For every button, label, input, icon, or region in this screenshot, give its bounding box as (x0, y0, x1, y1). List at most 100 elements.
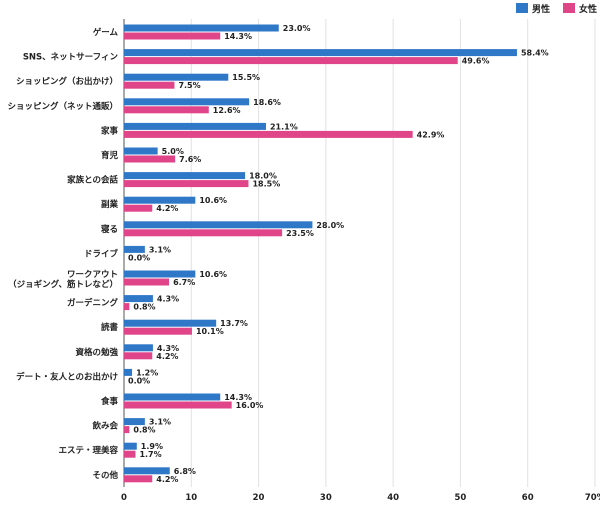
data-label: 4.3% (157, 295, 179, 304)
bar-female (124, 106, 209, 114)
labels: 0 10 20 30 40 50 60 70% ゲーム 23.0% 14.3% SNS、ネットサーフィ… (7, 24, 600, 503)
category-label: 読書 (101, 322, 119, 333)
data-label: 18.6% (253, 98, 281, 107)
x-tick-label: 50 (455, 493, 467, 503)
data-label: 5.0% (162, 147, 184, 156)
bar-female (124, 229, 283, 237)
data-label: 23.0% (283, 24, 311, 33)
data-label: 49.6% (462, 57, 490, 66)
bar-male (124, 221, 313, 229)
bar-female (124, 81, 175, 89)
x-tick-label: 30 (320, 493, 332, 503)
data-label: 0.8% (133, 303, 155, 312)
category-label: ショッピング（ネット通販） (7, 101, 118, 112)
bar-male (124, 245, 145, 253)
category-label: その他 (92, 470, 118, 481)
bar-female (124, 303, 130, 311)
category-label: ドライブ (84, 248, 119, 259)
data-label: 1.9% (141, 442, 163, 451)
bar-male (124, 467, 170, 475)
bar-female (124, 401, 232, 409)
category-label: 育児 (101, 150, 119, 161)
category-label: ゲーム (93, 27, 119, 38)
category-sublabel: （ジョギング、筋トレなど） (8, 279, 118, 290)
category-label: 家族との会話 (67, 175, 118, 186)
data-label: 4.2% (156, 204, 178, 213)
category-label: SNS、ネットサーフィン (23, 52, 119, 63)
data-label: 0.0% (128, 376, 150, 385)
data-label: 1.7% (139, 450, 161, 459)
bar-female (124, 155, 176, 163)
x-tick-label: 10 (185, 493, 197, 503)
legend-swatch-female (563, 3, 575, 13)
category-label: ワークアウト (67, 269, 118, 280)
category-label: ガーデニング (67, 298, 119, 309)
x-tick-label: 0 (121, 493, 127, 503)
x-tick-label: 20 (253, 493, 265, 503)
category-label: 資格の勉強 (74, 347, 118, 358)
data-label: 0.0% (128, 253, 150, 262)
bar-male (124, 270, 196, 278)
data-label: 3.1% (149, 418, 171, 427)
data-label: 10.6% (199, 196, 227, 205)
bar-male (124, 344, 153, 352)
data-label: 18.0% (249, 172, 277, 181)
data-label: 18.5% (252, 180, 280, 189)
data-label: 14.3% (224, 393, 252, 402)
x-tick-label: 70% (585, 493, 600, 503)
data-label: 6.8% (174, 467, 196, 476)
data-label: 28.0% (316, 221, 344, 230)
bar-male (124, 122, 266, 130)
legend: 男性 女性 (516, 3, 597, 15)
bar-male (124, 98, 250, 106)
bar-female (124, 450, 136, 458)
data-label: 21.1% (270, 122, 298, 131)
bar-female (124, 204, 153, 212)
data-label: 13.7% (220, 319, 248, 328)
bar-male (124, 172, 246, 180)
data-label: 14.3% (224, 32, 252, 41)
bar-male (124, 49, 517, 57)
bar-female (124, 475, 153, 483)
legend-label-female: 女性 (579, 3, 597, 15)
legend-swatch-male (516, 3, 528, 13)
bar-male (124, 73, 229, 81)
data-label: 4.3% (157, 344, 179, 353)
legend-label-male: 男性 (532, 3, 550, 15)
bar-male (124, 196, 196, 204)
bar-male (124, 24, 279, 32)
data-label: 1.2% (136, 368, 158, 377)
bar-male (124, 442, 137, 450)
data-label: 10.6% (199, 270, 227, 279)
bar-male (124, 368, 133, 376)
data-label: 42.9% (417, 130, 445, 139)
bar-female (124, 352, 153, 360)
category-label: 飲み会 (91, 421, 118, 432)
data-label: 16.0% (236, 401, 264, 410)
x-tick-label: 40 (387, 493, 399, 503)
bar-male (124, 418, 145, 426)
bar-female (124, 278, 170, 286)
data-label: 10.1% (196, 327, 224, 336)
category-label: デート・友人とのお出かけ (16, 371, 118, 382)
data-label: 4.2% (156, 352, 178, 361)
bar-male (124, 319, 217, 327)
bars (124, 24, 517, 483)
data-label: 0.8% (133, 426, 155, 435)
category-label: 副業 (101, 199, 119, 210)
bar-female (124, 130, 413, 138)
bar-male (124, 295, 153, 303)
bar-female (124, 426, 130, 434)
data-label: 3.1% (149, 245, 171, 254)
data-label: 12.6% (213, 106, 241, 115)
category-label: 食事 (101, 396, 119, 407)
data-label: 7.6% (179, 155, 201, 164)
category-label: ショッピング（お出かけ） (16, 76, 118, 87)
bar-female (124, 57, 458, 65)
data-label: 58.4% (521, 49, 549, 58)
bar-female (124, 180, 249, 188)
data-label: 6.7% (173, 278, 195, 287)
bar-female (124, 32, 221, 40)
category-label: 家事 (101, 125, 119, 136)
x-tick-label: 60 (522, 493, 534, 503)
